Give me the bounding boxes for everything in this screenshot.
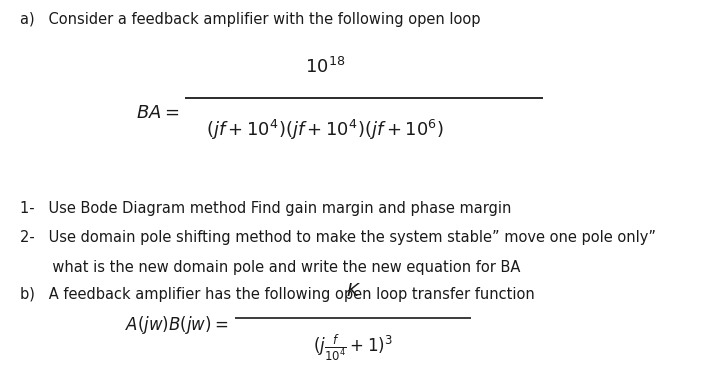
Text: $K$: $K$ xyxy=(346,282,361,300)
Text: 2-   Use domain pole shifting method to make the system stable” move one pole on: 2- Use domain pole shifting method to ma… xyxy=(20,230,656,245)
Text: $A(jw)B(jw) =$: $A(jw)B(jw) =$ xyxy=(125,314,228,337)
Text: $(j\frac{f}{10^4}+1)^3$: $(j\frac{f}{10^4}+1)^3$ xyxy=(313,332,393,363)
Text: what is the new domain pole and write the new equation for BA: what is the new domain pole and write th… xyxy=(20,259,521,275)
Text: $10^{18}$: $10^{18}$ xyxy=(305,57,345,77)
Text: b)   A feedback amplifier has the following open loop transfer function: b) A feedback amplifier has the followin… xyxy=(20,287,535,302)
Text: 1-   Use Bode Diagram method Find gain margin and phase margin: 1- Use Bode Diagram method Find gain mar… xyxy=(20,201,511,216)
Text: a)   Consider a feedback amplifier with the following open loop: a) Consider a feedback amplifier with th… xyxy=(20,13,480,27)
Text: $\mathit{BA}=$: $\mathit{BA}=$ xyxy=(135,104,179,122)
Text: $(jf+10^4)(jf+10^4)(jf+10^6)$: $(jf+10^4)(jf+10^4)(jf+10^6)$ xyxy=(206,117,444,142)
